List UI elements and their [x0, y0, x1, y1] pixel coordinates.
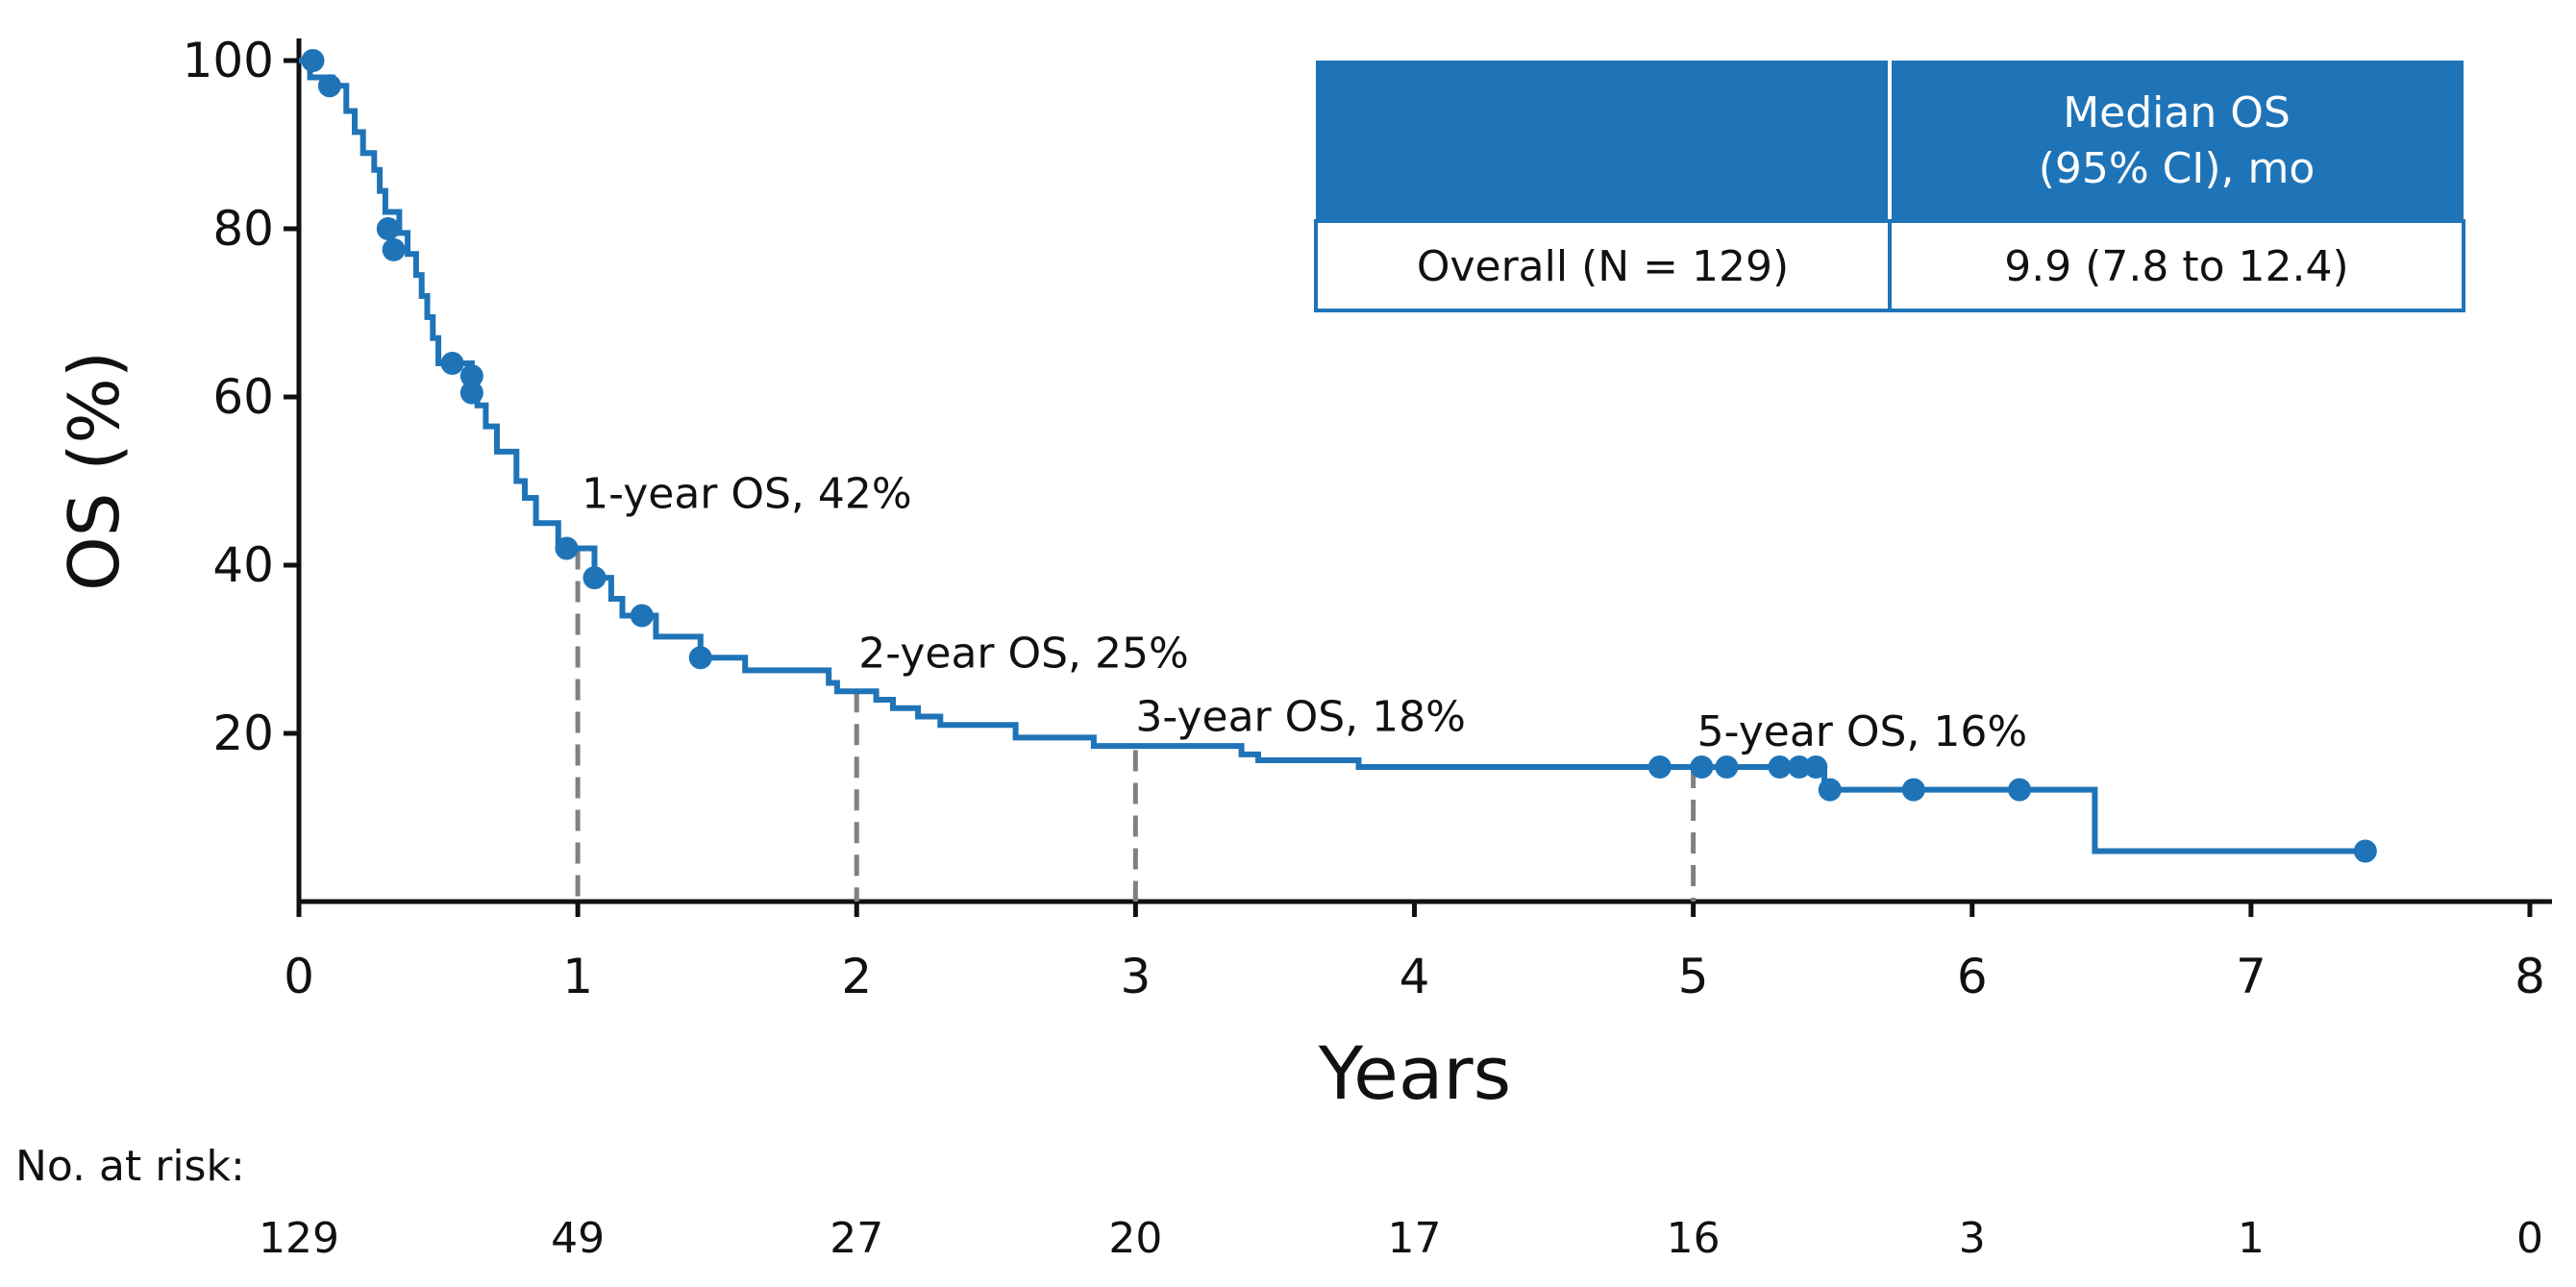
risk-table-value: 17: [1388, 1214, 1442, 1263]
table-header-ci: (95% CI), mo: [2039, 144, 2316, 193]
landmark-annotation: 1-year OS, 42%: [582, 470, 912, 519]
censor-marker: [1715, 755, 1739, 779]
x-tick-label: 2: [841, 949, 872, 1004]
censor-marker: [688, 646, 712, 670]
table-row-median: 9.9 (7.8 to 12.4): [2004, 242, 2348, 291]
y-axis-title: OS (%): [54, 351, 135, 591]
censor-marker: [440, 352, 464, 375]
censor-marker: [1690, 755, 1714, 779]
y-tick-label: 20: [212, 705, 274, 761]
x-tick-label: 8: [2514, 949, 2545, 1004]
y-tick-label: 40: [212, 537, 274, 593]
risk-table-value: 3: [1959, 1214, 1986, 1263]
x-tick-label: 0: [284, 949, 314, 1004]
risk-table-value: 0: [2516, 1214, 2543, 1263]
x-tick-label: 4: [1399, 949, 1430, 1004]
x-axis-title: Years: [1318, 1030, 1512, 1116]
table-row-group: Overall (N = 129): [1417, 242, 1789, 291]
censor-marker: [582, 566, 607, 590]
censor-marker: [1901, 778, 1925, 802]
risk-table-value: 129: [259, 1214, 339, 1263]
x-tick-label: 5: [1678, 949, 1709, 1004]
table-header-median: Median OS: [2063, 88, 2291, 137]
risk-table-value: 1: [2238, 1214, 2265, 1263]
censor-marker: [1804, 755, 1828, 779]
landmark-annotation: 3-year OS, 18%: [1135, 693, 1466, 742]
y-tick-label: 100: [183, 33, 274, 88]
censor-marker: [1818, 778, 1842, 802]
censor-marker: [459, 381, 483, 405]
x-tick-label: 3: [1120, 949, 1151, 1004]
censor-marker: [630, 604, 654, 628]
risk-table-value: 49: [551, 1214, 605, 1263]
risk-table-title: No. at risk:: [15, 1142, 245, 1191]
censor-marker: [2353, 839, 2377, 863]
censor-marker: [301, 49, 325, 72]
censor-marker: [382, 237, 406, 261]
censor-marker: [1768, 755, 1792, 779]
y-tick-label: 60: [212, 369, 274, 425]
censor-marker: [459, 364, 483, 388]
censor-marker: [555, 536, 579, 560]
censor-marker: [317, 74, 341, 98]
x-tick-label: 1: [562, 949, 593, 1004]
survival-curve: [299, 58, 2365, 854]
censor-marker: [1647, 755, 1672, 779]
risk-table-value: 20: [1108, 1214, 1162, 1263]
censor-marker: [376, 217, 400, 240]
x-tick-label: 6: [1957, 949, 1988, 1004]
landmark-annotation: 5-year OS, 16%: [1697, 707, 2028, 756]
censor-marker: [2008, 778, 2032, 802]
risk-table-value: 16: [1667, 1214, 1721, 1263]
x-tick-label: 7: [2236, 949, 2266, 1004]
y-tick-label: 80: [212, 201, 274, 257]
censor-marker: [1787, 755, 1811, 779]
risk-table-value: 27: [830, 1214, 883, 1263]
landmark-annotation: 2-year OS, 25%: [858, 629, 1189, 678]
